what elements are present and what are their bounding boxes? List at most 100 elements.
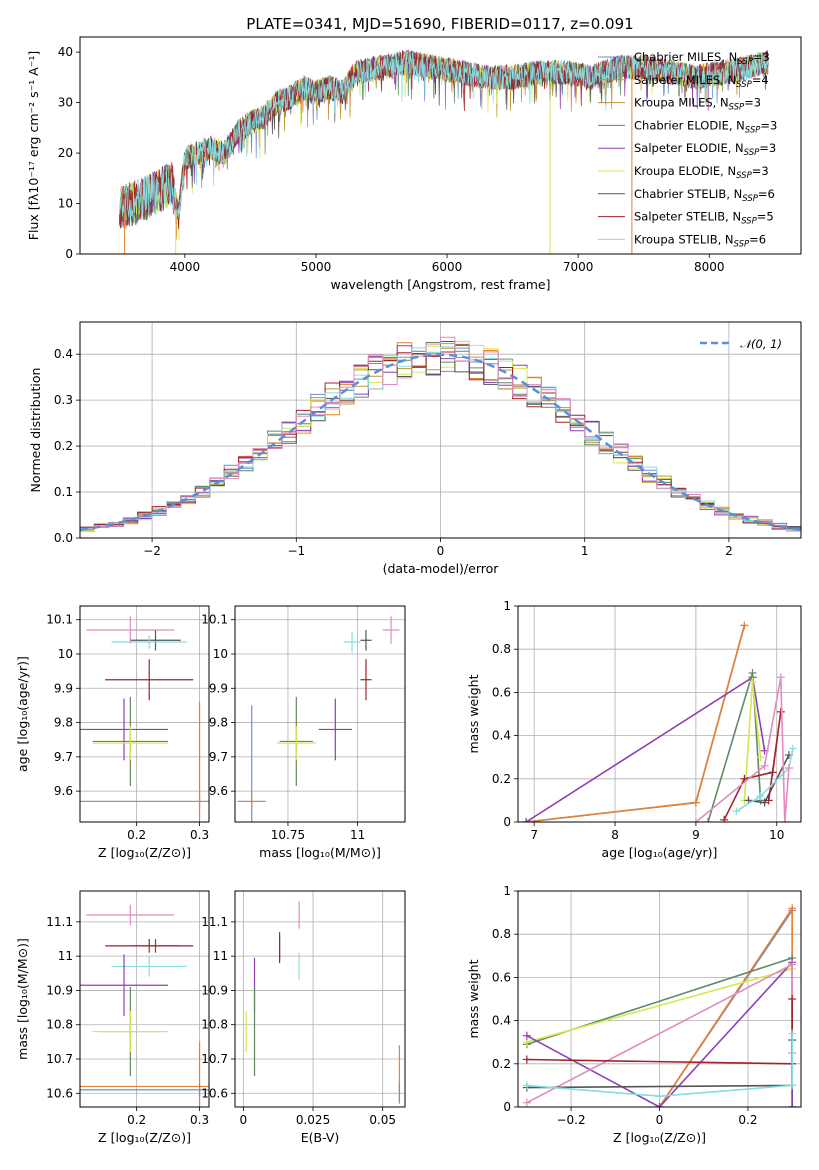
x-axis-label: age [log₁₀(age/yr)] [602, 845, 718, 860]
panel-age-weight: 7 8 9 10 0 0.2 0.4 0.6 0.8 1 age [log₁₀(age/yr)] ma… [466, 599, 802, 860]
y-axis-label: mass [log₁₀(M/M⊙)] [15, 938, 30, 1060]
y-tick-label: 10.8 [46, 1018, 73, 1032]
x-tick-label: −2 [143, 544, 161, 558]
legend: Chabrier MILES, NSSP=3 Salpeter MILES, NS… [598, 50, 777, 249]
axes-frame [79, 605, 210, 823]
x-tick-label: 11 [350, 828, 365, 842]
panel-spectrum: Chabrier MILES, NSSP=3 Salpeter MILES, NS… [26, 36, 802, 292]
y-tick-label: 30 [58, 96, 73, 110]
x-tick-label: 10 [769, 828, 784, 842]
x-tick-label: 8000 [694, 260, 725, 274]
y-tick-label: 1 [503, 884, 511, 898]
x-axis-label: mass [log₁₀(M/M⊙)] [259, 845, 381, 860]
y-axis-label: Normed distribution [28, 368, 43, 493]
y-tick-label: 0.8 [492, 927, 511, 941]
weight-series [526, 625, 746, 822]
plot-area [245, 901, 401, 1104]
x-tick-label: 0 [437, 544, 445, 558]
x-axis-label: wavelength [Angstrom, rest frame] [330, 277, 550, 292]
x-tick-label: 6000 [432, 260, 463, 274]
y-axis-label: age [log₁₀(age/yr)] [15, 656, 30, 772]
y-axis-label: Flux [fλ10⁻¹⁷ erg cm⁻² s⁻¹ A⁻¹] [26, 51, 41, 240]
y-tick-label: 0.6 [492, 970, 511, 984]
plot-area [118, 49, 769, 254]
y-tick-label: 40 [58, 45, 73, 59]
y-tick-label: 10 [58, 647, 73, 661]
y-tick-label: 11.1 [46, 915, 73, 929]
x-tick-label: 0.025 [296, 1113, 330, 1127]
plot-area [522, 621, 797, 822]
weight-series [526, 625, 746, 822]
axes-frame [79, 890, 210, 1108]
y-tick-label: 0.2 [492, 772, 511, 786]
y-tick-label: 9.8 [209, 716, 228, 730]
x-tick-label: −0.2 [556, 1113, 585, 1127]
legend-entry: Salpeter ELODIE, NSSP=3 [634, 141, 776, 158]
y-tick-label: 10 [213, 647, 228, 661]
x-tick-label: 0.2 [127, 1113, 146, 1127]
x-tick-label: 9 [692, 828, 700, 842]
x-tick-label: 8 [611, 828, 619, 842]
weight-series [735, 748, 794, 812]
x-tick-label: 4000 [170, 260, 201, 274]
legend-entry: Kroupa MILES, NSSP=3 [634, 96, 761, 113]
y-tick-label: 0.3 [54, 393, 73, 407]
x-tick-label: 0.3 [190, 828, 209, 842]
panel-Z-mass: 0.2 0.3 10.6 10.7 10.8 10.9 11 11.1 Z [log₁₀(Z/Z… [15, 890, 210, 1145]
y-tick-label: 0.1 [54, 485, 73, 499]
y-tick-label: 0.0 [54, 531, 73, 545]
y-tick-label: 10.6 [46, 1086, 73, 1100]
y-tick-label: 10.6 [201, 1086, 228, 1100]
legend-entry: Chabrier ELODIE, NSSP=3 [634, 118, 777, 135]
x-axis-label: E(B-V) [301, 1130, 340, 1145]
histogram-series [80, 336, 801, 532]
y-tick-label: 10.9 [201, 983, 228, 997]
y-tick-label: 0.4 [492, 729, 511, 743]
axes-frame [234, 890, 406, 1108]
axes-frame [517, 605, 802, 823]
y-tick-label: 10.8 [201, 1018, 228, 1032]
weight-series [526, 1033, 793, 1098]
y-tick-label: 9.7 [209, 750, 228, 764]
y-tick-label: 10.1 [46, 613, 73, 627]
y-tick-label: 9.7 [54, 750, 73, 764]
legend-entry: Kroupa STELIB, NSSP=6 [634, 232, 766, 249]
y-tick-label: 11 [58, 949, 73, 963]
y-tick-label: 0.4 [492, 1014, 511, 1028]
x-tick-label: −1 [287, 544, 305, 558]
y-axis-label: mass weight [466, 959, 481, 1038]
panel-mass-age: 10.75 11 9.6 9.7 9.8 9.9 10 10.1 mass [log₁₀(M/M… [201, 605, 406, 860]
x-tick-label: 0 [240, 1113, 248, 1127]
spectrum-line-9 [118, 50, 769, 228]
figure-title: PLATE=0341, MJD=51690, FIBERID=0117, z=0… [246, 15, 633, 33]
plot-area [80, 616, 209, 822]
y-tick-label: 11 [213, 949, 228, 963]
legend-entry: 𝒩(0, 1) [740, 337, 782, 351]
normal-curve [80, 353, 801, 532]
x-axis-label: Z [log₁₀(Z/Z⊙)] [613, 1130, 706, 1145]
y-tick-label: 9.8 [54, 716, 73, 730]
weight-series [658, 905, 793, 1107]
x-axis-label: Z [log₁₀(Z/Z⊙)] [98, 845, 191, 860]
plot-area [80, 904, 209, 1107]
legend-entry: Chabrier STELIB, NSSP=6 [634, 187, 775, 204]
y-tick-label: 0.4 [54, 347, 73, 361]
y-tick-label: 9.9 [54, 681, 73, 695]
panel-EBV-mass: 0 0.025 0.05 10.6 10.7 10.8 10.9 11 11.1 E(B-V) [201, 890, 406, 1145]
y-tick-label: 0 [65, 247, 73, 261]
y-tick-label: 9.9 [209, 681, 228, 695]
y-tick-label: 9.6 [54, 784, 73, 798]
x-tick-label: 1 [581, 544, 589, 558]
plot-area [522, 904, 797, 1107]
y-tick-label: 9.6 [209, 784, 228, 798]
y-tick-label: 0 [503, 1100, 511, 1114]
panel-Z-weight: −0.2 0 0.2 0 0.2 0.4 0.6 0.8 1 Z [log₁₀(Z/Z⊙)] mas… [466, 884, 802, 1145]
y-tick-label: 10.7 [201, 1052, 228, 1066]
x-tick-label: 5000 [301, 260, 332, 274]
y-tick-label: 1 [503, 599, 511, 613]
y-tick-label: 10.9 [46, 983, 73, 997]
axes-frame [79, 36, 802, 255]
legend-entry: Chabrier MILES, NSSP=3 [634, 50, 770, 67]
y-tick-label: 20 [58, 146, 73, 160]
